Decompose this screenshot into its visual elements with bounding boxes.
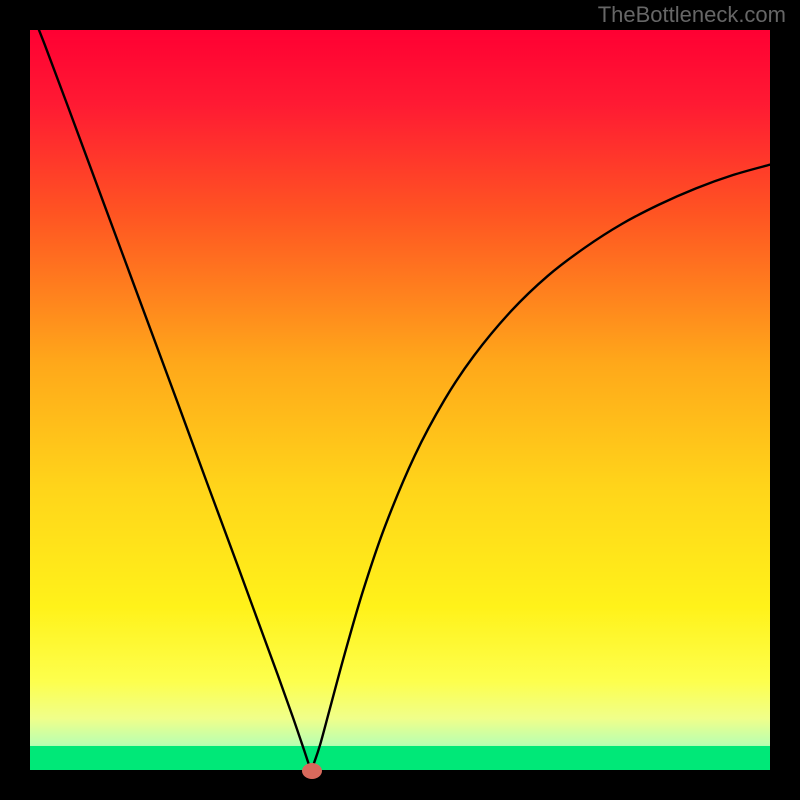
chart-frame: TheBottleneck.com xyxy=(0,0,800,800)
optimum-marker xyxy=(302,763,322,779)
bottleneck-curve xyxy=(30,30,770,770)
watermark-text: TheBottleneck.com xyxy=(598,2,786,28)
plot-area xyxy=(30,30,770,770)
